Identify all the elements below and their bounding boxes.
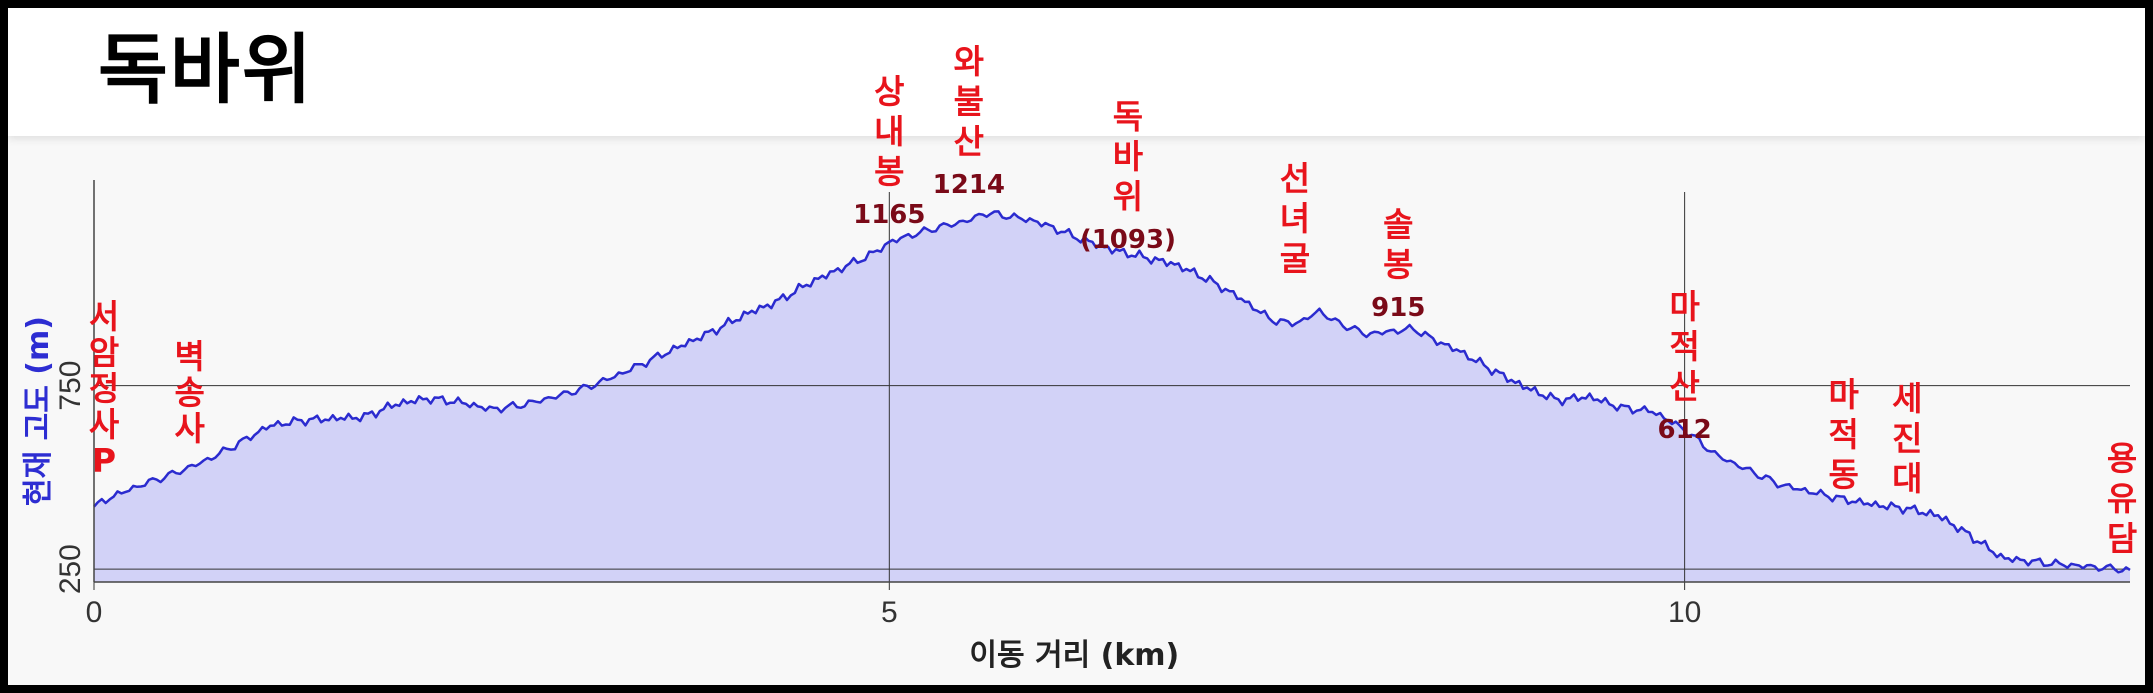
waypoint-name-char: 선 xyxy=(1280,159,1310,198)
waypoint-name-char: 벽 xyxy=(175,337,205,376)
waypoint-name-char: 사 xyxy=(89,405,120,444)
elevation-area xyxy=(94,211,2130,582)
waypoint-name-char: 정 xyxy=(89,369,119,408)
waypoint-2: 상 내 봉 1165 xyxy=(853,72,925,230)
page-title: 독바위 xyxy=(98,25,314,114)
waypoint-name-char: 대 xyxy=(1892,459,1922,498)
waypoint-3: 와 불 산 1214 xyxy=(933,42,1005,200)
waypoint-elev-6: 915 xyxy=(1371,293,1425,323)
waypoint-name-char: 녀 xyxy=(1280,199,1310,238)
waypoint-name-char: 마 xyxy=(1829,375,1860,414)
waypoint-name-char: 용 xyxy=(2107,439,2137,478)
waypoint-name-char: 봉 xyxy=(1383,245,1413,284)
waypoint-name-char: 내 xyxy=(874,112,904,151)
waypoint-name-char: 독 xyxy=(1113,97,1143,136)
waypoint-name-char: P xyxy=(92,441,116,480)
x-tick-label-5: 5 xyxy=(881,596,898,629)
waypoint-7: 마 적 산 612 xyxy=(1657,287,1711,445)
waypoint-name-char: 사 xyxy=(175,409,206,448)
elevation-line xyxy=(93,210,2131,574)
waypoint-elev-3: 1214 xyxy=(933,170,1005,200)
waypoint-name-char: 유 xyxy=(2107,479,2137,518)
chart-frame: 독바위 서 암 정 사 P 벽 송 사 상 내 봉 1165 와 불 산 1214 독 바 위 (1093) 선 녀 굴 솔 봉… xyxy=(8,8,2145,685)
waypoint-name-char: 동 xyxy=(1829,455,1859,494)
y-axis-label: 현재 고도 (m) xyxy=(21,316,56,506)
waypoint-name-char: 봉 xyxy=(874,152,904,191)
waypoint-6: 솔 봉 915 xyxy=(1371,205,1425,323)
waypoint-name-char: 적 xyxy=(1829,415,1859,454)
waypoint-name-char: 굴 xyxy=(1280,239,1310,278)
waypoint-name-char: 진 xyxy=(1892,419,1922,458)
waypoint-name-char: 마 xyxy=(1669,287,1700,326)
waypoint-name-char: 솔 xyxy=(1383,205,1413,244)
waypoint-name-char: 암 xyxy=(89,333,119,372)
waypoint-4: 독 바 위 (1093) xyxy=(1080,97,1176,255)
waypoint-name-char: 위 xyxy=(1113,177,1143,216)
waypoint-name-char: 세 xyxy=(1892,379,1922,418)
waypoint-name-char: 바 xyxy=(1113,137,1144,176)
x-axis-label: 이동 거리 (km) xyxy=(969,638,1179,673)
waypoint-name-char: 상 xyxy=(874,72,904,111)
title-bar: 독바위 xyxy=(8,8,2145,136)
waypoint-name-char: 서 xyxy=(89,297,119,336)
waypoint-name-char: 적 xyxy=(1669,327,1699,366)
x-tick-label-10: 10 xyxy=(1668,596,1701,629)
waypoint-name-char: 담 xyxy=(2107,519,2137,558)
waypoint-name-char: 불 xyxy=(954,82,984,121)
y-tick-label-250: 250 xyxy=(54,544,87,594)
waypoint-name-char: 산 xyxy=(954,122,984,161)
waypoint-name-char: 산 xyxy=(1669,367,1699,406)
y-tick-label-750: 750 xyxy=(54,361,87,411)
waypoint-elev-7: 612 xyxy=(1657,415,1711,445)
waypoint-elev-4: (1093) xyxy=(1080,225,1176,255)
waypoint-name-char: 송 xyxy=(175,373,205,412)
waypoint-elev-2: 1165 xyxy=(853,200,925,230)
waypoint-name-char: 와 xyxy=(954,42,984,81)
x-tick-label-0: 0 xyxy=(86,596,103,629)
